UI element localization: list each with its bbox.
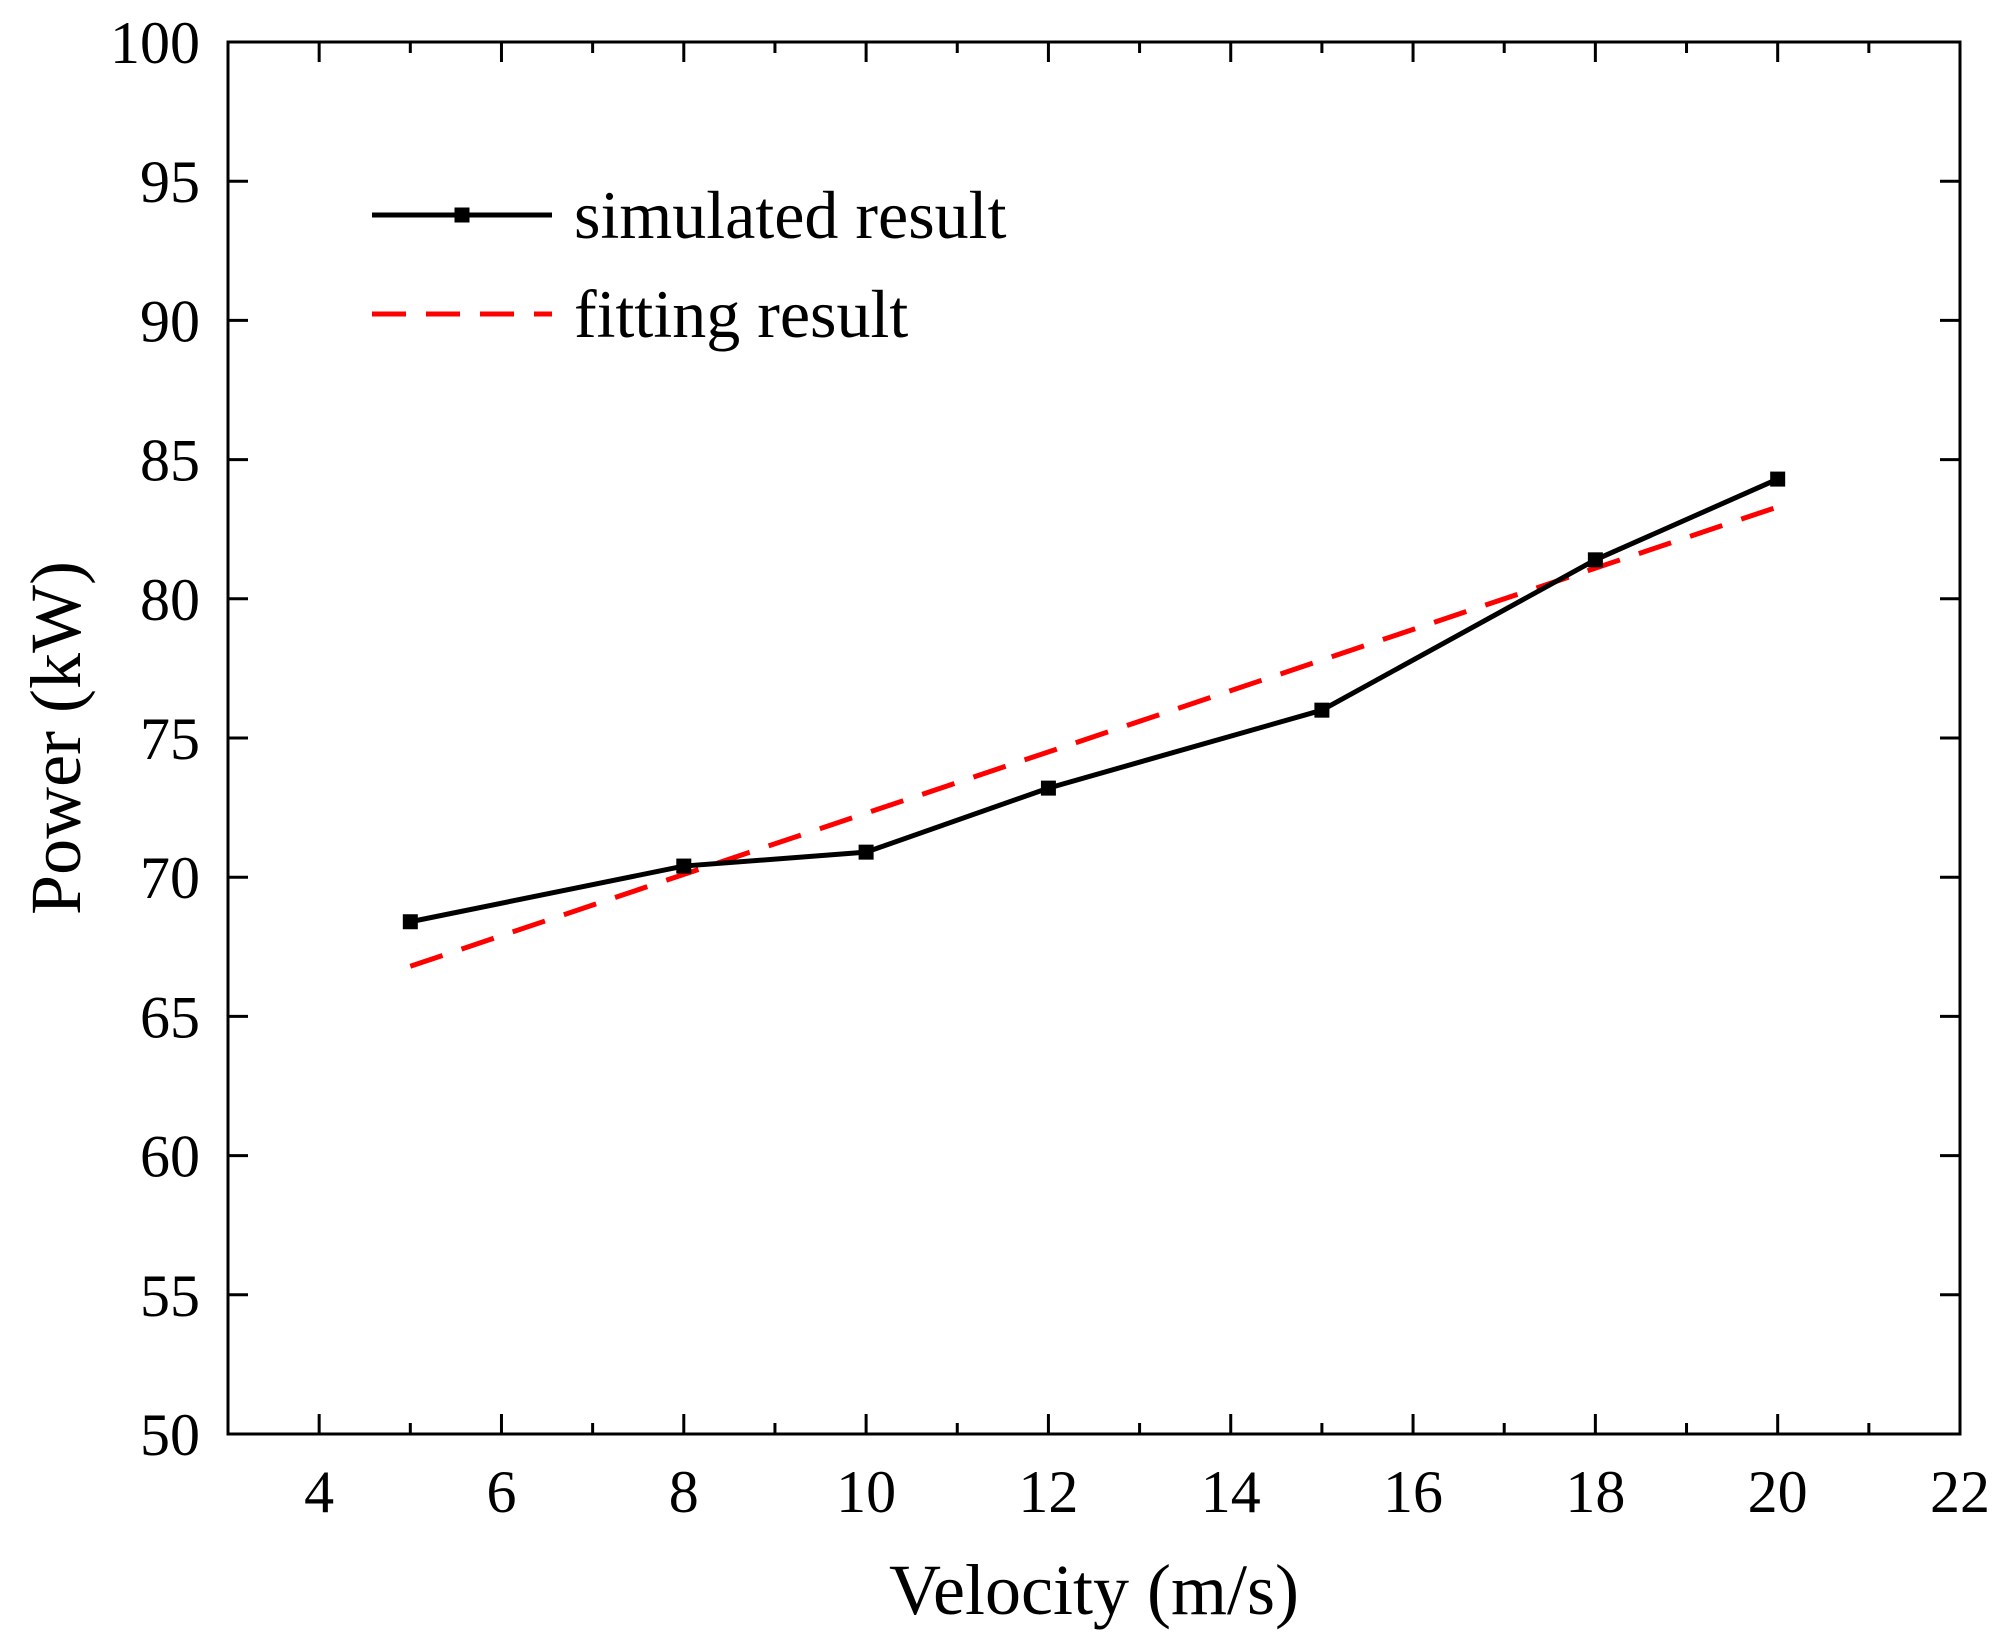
x-tick-label: 16 xyxy=(1383,1459,1443,1525)
y-tick-label: 90 xyxy=(140,288,200,354)
simulated-point xyxy=(676,858,692,874)
legend-label-fitting: fitting result xyxy=(574,276,908,352)
x-tick-label: 18 xyxy=(1565,1459,1625,1525)
y-tick-label: 85 xyxy=(140,428,200,494)
series-layer xyxy=(402,471,1786,969)
x-tick-label: 12 xyxy=(1018,1459,1078,1525)
x-tick-label: 4 xyxy=(304,1459,334,1525)
legend-label-simulated: simulated result xyxy=(574,177,1007,253)
y-tick-label: 55 xyxy=(140,1263,200,1329)
y-tick-label: 50 xyxy=(140,1402,200,1468)
y-axis-title: Power (kW) xyxy=(16,561,96,915)
y-tick-label: 70 xyxy=(140,845,200,911)
x-tick-label: 8 xyxy=(669,1459,699,1525)
y-tick-label: 100 xyxy=(110,10,200,76)
x-tick-label: 10 xyxy=(836,1459,896,1525)
simulated-point xyxy=(1040,780,1056,796)
y-tick-label: 95 xyxy=(140,149,200,215)
legend-marker-simulated xyxy=(454,207,470,223)
x-tick-label: 22 xyxy=(1930,1459,1990,1525)
x-tick-label: 14 xyxy=(1201,1459,1261,1525)
axes-layer: 4 6 8 10 12 14 16 18 20 22 50 55 60 65 70 75 80 85 90 95 100 xyxy=(110,10,1990,1525)
legend: simulated result fitting result xyxy=(372,177,1007,352)
simulated-point xyxy=(402,914,418,930)
simulated-point xyxy=(1770,471,1786,487)
x-axis-title: Velocity (m/s) xyxy=(889,1550,1299,1630)
simulated-point xyxy=(1587,552,1603,568)
y-tick-label: 65 xyxy=(140,984,200,1050)
simulated-point xyxy=(1314,702,1330,718)
y-tick-label: 80 xyxy=(140,567,200,633)
x-tick-label: 6 xyxy=(486,1459,516,1525)
simulated-point xyxy=(858,844,874,860)
y-tick-label: 60 xyxy=(140,1124,200,1190)
x-tick-label: 20 xyxy=(1748,1459,1808,1525)
y-tick-label: 75 xyxy=(140,706,200,772)
